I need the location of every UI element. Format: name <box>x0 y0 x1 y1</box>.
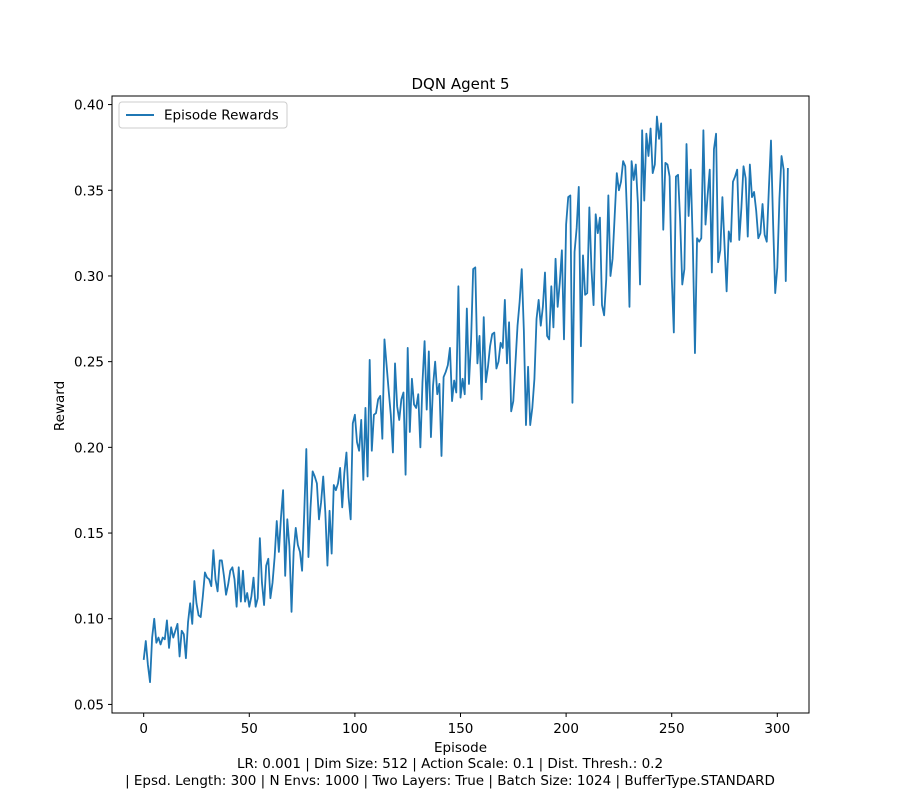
caption-line-2: | Epsd. Length: 300 | N Envs: 1000 | Two… <box>125 773 775 789</box>
y-axis: 0.05 0.10 0.15 0.20 0.25 0.30 0.35 0.40 <box>74 98 112 713</box>
y-tick-label: 0.20 <box>74 440 104 456</box>
series-line <box>142 115 789 684</box>
x-axis-label: Episode <box>434 740 487 756</box>
y-tick-label: 0.30 <box>74 269 104 285</box>
y-tick-label: 0.35 <box>74 183 104 199</box>
y-tick-label: 0.25 <box>74 355 104 371</box>
legend-label: Episode Rewards <box>164 108 279 124</box>
chart-title: DQN Agent 5 <box>411 75 509 93</box>
legend-box <box>118 101 288 129</box>
x-tick-label: 50 <box>241 721 258 737</box>
plot-area <box>111 95 810 714</box>
y-tick-label: 0.10 <box>74 612 104 628</box>
y-tick-label: 0.15 <box>74 526 104 542</box>
x-tick-label: 150 <box>448 721 474 737</box>
x-tick-label: 250 <box>659 721 685 737</box>
x-tick-label: 0 <box>139 721 148 737</box>
x-axis: 0 50 100 150 200 250 300 <box>139 713 790 737</box>
x-tick-label: 100 <box>342 721 368 737</box>
y-axis-label: Reward <box>52 381 68 431</box>
y-tick-label: 0.05 <box>74 697 104 713</box>
legend: Episode Rewards <box>118 101 288 129</box>
y-tick-label: 0.40 <box>74 98 104 114</box>
x-tick-label: 200 <box>553 721 579 737</box>
x-tick-label: 300 <box>764 721 790 737</box>
caption-line-1: LR: 0.001 | Dim Size: 512 | Action Scale… <box>236 756 664 772</box>
